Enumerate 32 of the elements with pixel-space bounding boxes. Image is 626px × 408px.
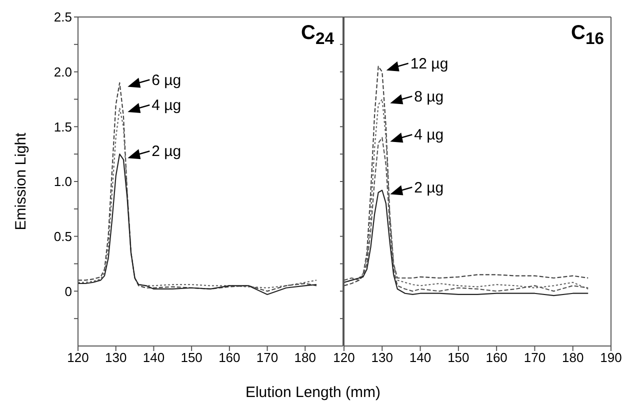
series-label: 2 µg [152,143,182,160]
y-tick-label: 2.5 [54,10,72,25]
x-tick-label: 190 [600,350,622,366]
y-tick-label: 0 [64,284,72,299]
y-tick-label: 1.5 [54,119,72,134]
x-tick-label: 140 [142,350,165,366]
x-tick-label: 120 [67,350,89,366]
x-tick-label: 170 [524,350,546,366]
chart-title: C$_{24}$ [301,22,334,49]
x-axis-title: Elution Length (mm) [244,384,382,401]
text: 4 µg [414,126,444,144]
x-tick-label: 160 [218,350,240,366]
text: 6 µg [152,72,182,89]
series-label: 2 µg [414,179,444,196]
x-tick-label: 180 [562,350,584,366]
text: 8 µg [414,88,444,106]
text: 4 µg [152,97,182,114]
x-tick-label: 130 [105,350,127,366]
y-axis-title: Emission Light [12,132,30,230]
y-tick-label: 0.5 [54,228,72,244]
x-tick-label: 150 [180,350,202,366]
x-tick-label: 130 [371,350,393,366]
chart-title: C$_{16}$ [571,22,604,49]
x-tick-label: 160 [486,350,508,366]
y-tick-label: 1.0 [54,174,72,190]
x-tick-label: 140 [409,350,432,366]
y-tick-label: 2.0 [54,64,72,80]
x-tick-label: 150 [448,350,470,366]
series-label: 12 µg [410,55,448,72]
x-tick-label: 170 [256,350,278,366]
x-tick-label: 180 [294,350,316,366]
x-tick-label: 120 [333,350,355,366]
